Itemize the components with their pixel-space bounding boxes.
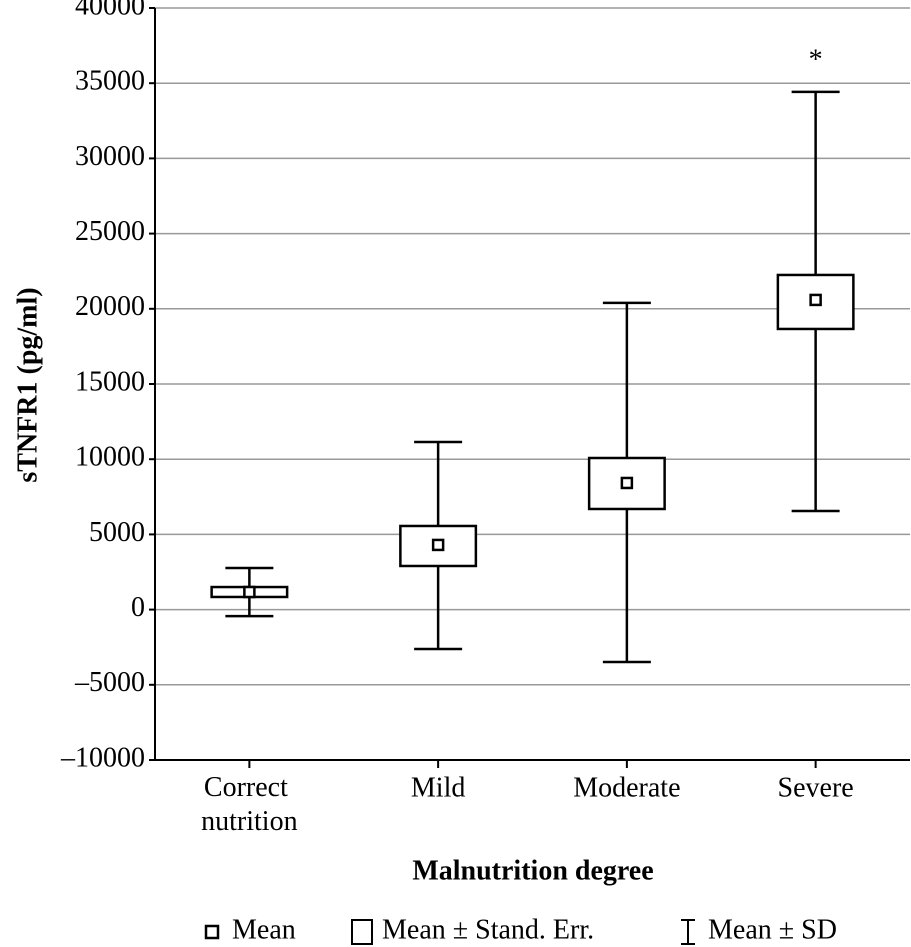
y-tick-label: –5000 [74, 667, 145, 698]
x-tick-label: Moderate [573, 772, 680, 803]
mean-marker [431, 538, 445, 552]
mean-marker [243, 585, 256, 599]
y-tick-label: 30000 [75, 141, 145, 172]
legend-se-icon [351, 919, 373, 945]
mean-marker [809, 293, 822, 307]
y-tick-label: 35000 [75, 66, 145, 97]
y-tick-label: 0 [131, 592, 145, 623]
annotation: * [809, 44, 823, 75]
legend-mean-icon [204, 924, 220, 940]
x-tick-label: Mild [411, 772, 465, 803]
x-tick-label: Severe [778, 772, 854, 803]
se-box [399, 524, 478, 568]
y-tick-label: 20000 [75, 291, 145, 322]
y-tick-label: 15000 [75, 366, 145, 397]
y-tick-label: 10000 [75, 442, 145, 473]
x-axis-title: Malnutrition degree [412, 855, 653, 886]
legend-label: Mean ± Stand. Err. [382, 914, 594, 945]
y-tick-label: 40000 [75, 0, 145, 21]
legend-label: Mean ± SD [708, 914, 837, 945]
x-tick-label: Correct nutrition [201, 772, 297, 837]
mean-marker [620, 476, 634, 490]
y-tick-label: –10000 [60, 742, 145, 773]
y-tick-label: 5000 [89, 517, 145, 548]
y-tick-label: 25000 [75, 216, 145, 247]
y-axis-title: sTNFR1 (pg/ml) [12, 287, 43, 482]
legend-label: Mean [232, 914, 296, 945]
